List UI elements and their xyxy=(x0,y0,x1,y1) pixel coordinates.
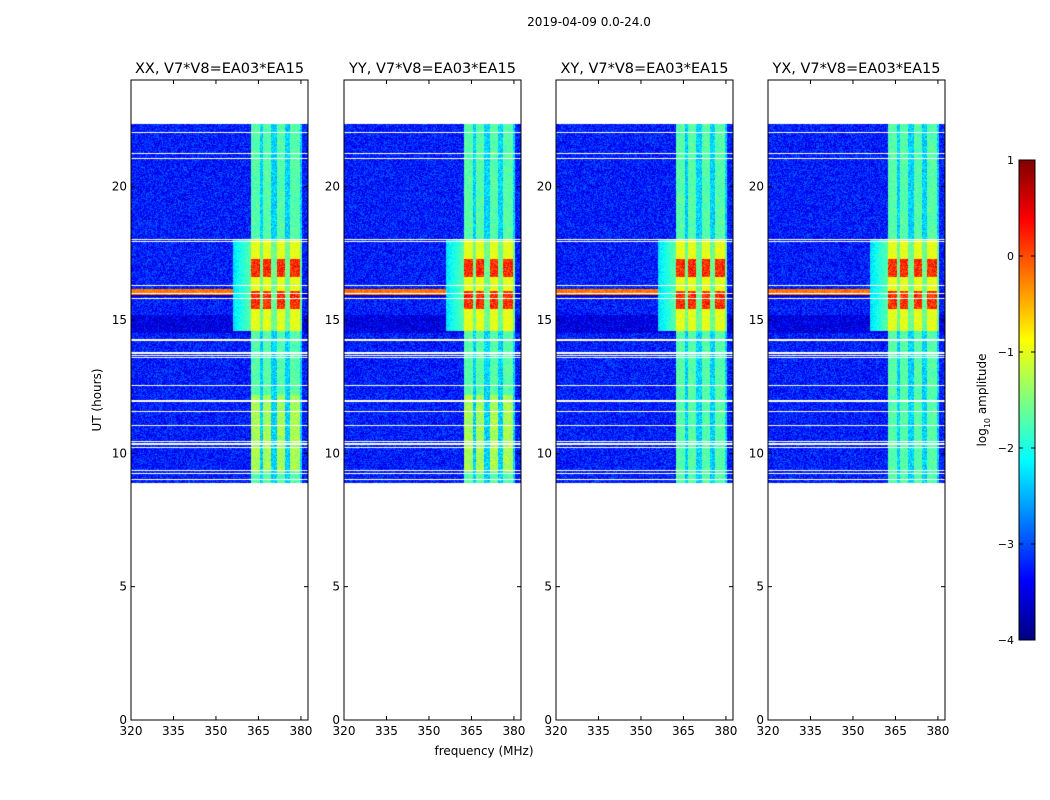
y-tick-label: 5 xyxy=(544,580,552,594)
panel-title: YY, V7*V8=EA03*EA15 xyxy=(348,61,516,77)
y-tick-label: 5 xyxy=(119,580,127,594)
x-tick-label: 380 xyxy=(289,724,312,738)
colorbar-tick-label: −3 xyxy=(998,538,1014,551)
x-tick-label: 380 xyxy=(926,724,949,738)
y-tick-label: 0 xyxy=(756,713,764,727)
axes-frame xyxy=(767,79,946,721)
panel-xy: XY, V7*V8=EA03*EA15 320 335 350 365 380 0 5 10 15… xyxy=(537,61,738,738)
panel-title: YX, V7*V8=EA03*EA15 xyxy=(771,61,940,77)
spectrogram-heatmap xyxy=(131,80,308,720)
x-tick-label: 350 xyxy=(630,724,653,738)
y-tick-label: 5 xyxy=(332,580,340,594)
x-tick-label: 320 xyxy=(757,724,780,738)
figure-title: 2019-04-09 0.0-24.0 xyxy=(527,15,651,29)
y-tick-label: 15 xyxy=(325,313,340,327)
y-axis-label: UT (hours) xyxy=(90,368,104,431)
y-tick-label: 0 xyxy=(119,713,127,727)
axes-frame xyxy=(555,79,734,721)
colorbar-tick-label: 1 xyxy=(1007,154,1014,167)
spectrogram-heatmap xyxy=(556,80,733,720)
x-tick-label: 365 xyxy=(460,724,483,738)
colorbar-tick-label: −1 xyxy=(998,346,1014,359)
colorbar-gradient xyxy=(1018,159,1036,641)
axes-frame xyxy=(130,79,309,721)
colorbar-tick-label: −2 xyxy=(998,442,1014,455)
x-tick-label: 350 xyxy=(205,724,228,738)
x-tick-label: 335 xyxy=(162,724,185,738)
y-tick-label: 10 xyxy=(112,446,127,460)
spectrogram-heatmap xyxy=(344,80,521,720)
y-tick-label: 20 xyxy=(749,180,764,194)
y-tick-label: 15 xyxy=(749,313,764,327)
x-tick-label: 365 xyxy=(884,724,907,738)
x-tick-label: 335 xyxy=(799,724,822,738)
x-tick-label: 335 xyxy=(375,724,398,738)
x-tick-label: 380 xyxy=(714,724,737,738)
y-tick-label: 20 xyxy=(325,180,340,194)
y-tick-label: 20 xyxy=(537,180,552,194)
y-tick-label: 10 xyxy=(749,446,764,460)
x-tick-label: 320 xyxy=(333,724,356,738)
x-tick-label: 365 xyxy=(247,724,270,738)
panel-xx: XX, V7*V8=EA03*EA15 320 335 350 365 380 0 5 10 15… xyxy=(112,61,313,738)
x-tick-label: 320 xyxy=(120,724,143,738)
y-tick-label: 5 xyxy=(756,580,764,594)
y-tick-label: 0 xyxy=(332,713,340,727)
y-tick-label: 10 xyxy=(325,446,340,460)
y-tick-label: 20 xyxy=(112,180,127,194)
x-tick-label: 335 xyxy=(587,724,610,738)
colorbar-tick-label: 0 xyxy=(1007,250,1014,263)
x-tick-label: 365 xyxy=(672,724,695,738)
y-tick-label: 15 xyxy=(112,313,127,327)
x-tick-label: 350 xyxy=(418,724,441,738)
y-tick-label: 0 xyxy=(544,713,552,727)
panel-yy: YY, V7*V8=EA03*EA15 320 335 350 365 380 0 5 10 15… xyxy=(325,61,526,738)
y-tick-label: 15 xyxy=(537,313,552,327)
panel-title: XX, V7*V8=EA03*EA15 xyxy=(135,61,304,77)
x-tick-label: 350 xyxy=(842,724,865,738)
spectrogram-heatmap xyxy=(768,80,945,720)
panel-title: XY, V7*V8=EA03*EA15 xyxy=(560,61,728,77)
colorbar-label: log10 amplitude xyxy=(975,354,992,447)
x-tick-label: 380 xyxy=(502,724,525,738)
panel-yx: YX, V7*V8=EA03*EA15 320 335 350 365 380 0 5 10 15… xyxy=(749,61,950,738)
axes-frame xyxy=(343,79,522,721)
x-tick-label: 320 xyxy=(545,724,568,738)
y-tick-label: 10 xyxy=(537,446,552,460)
x-axis-label: frequency (MHz) xyxy=(434,744,533,758)
colorbar: 1 0 −1 −2 −3 −4 log10 amplitude xyxy=(975,154,1036,647)
colorbar-tick-label: −4 xyxy=(998,634,1014,647)
